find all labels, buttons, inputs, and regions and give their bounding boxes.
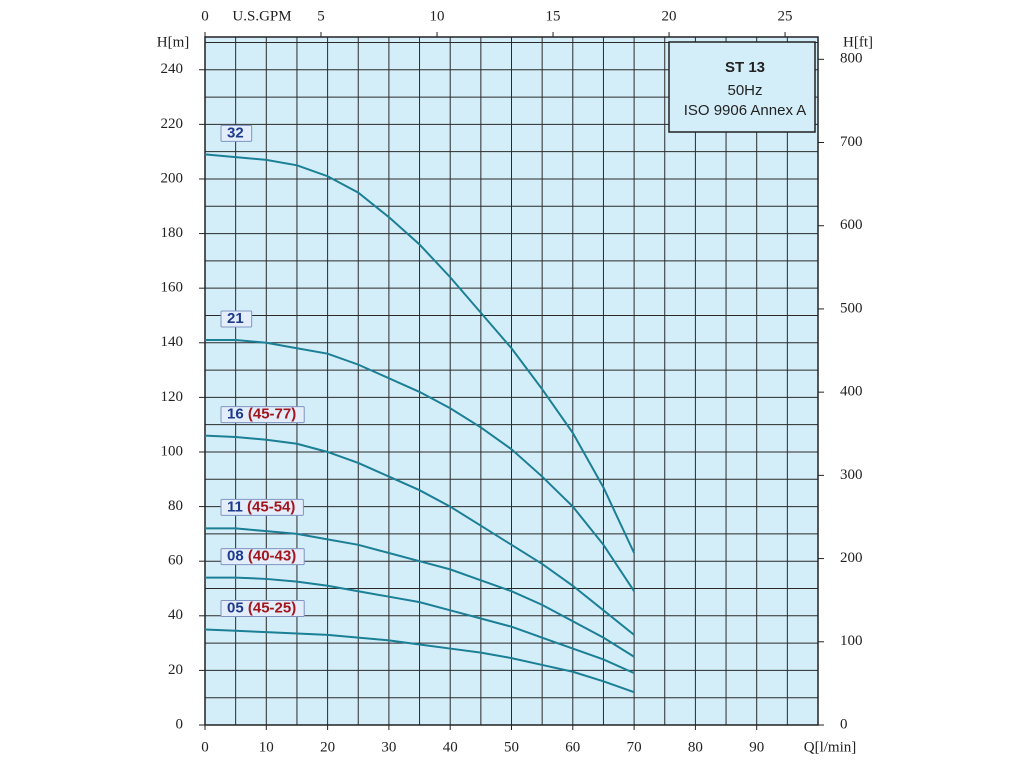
label-box bbox=[220, 406, 305, 424]
y-tick-label: 200 bbox=[161, 170, 184, 186]
curve bbox=[204, 628, 635, 694]
y2-tick-label: 100 bbox=[840, 633, 863, 649]
series-range: (40-43) bbox=[248, 548, 296, 565]
curve bbox=[204, 153, 636, 554]
label-text: 05 (45-25) bbox=[227, 599, 296, 616]
y2-tick-label: 500 bbox=[840, 300, 863, 316]
x2-tick-label: 15 bbox=[546, 8, 561, 24]
y-tick-label: 60 bbox=[168, 553, 183, 569]
y-tick-label: 160 bbox=[161, 280, 184, 296]
series-name: 16 bbox=[227, 406, 244, 423]
series-range: (45-54) bbox=[247, 498, 295, 515]
y2-tick-label: 600 bbox=[840, 217, 863, 233]
label-box bbox=[220, 599, 305, 617]
curve-label: 16 (45-77) bbox=[220, 406, 305, 424]
y-tick-label: 140 bbox=[161, 334, 184, 350]
curve-label: 21 bbox=[220, 310, 253, 328]
y2-tick-label: 800 bbox=[840, 51, 863, 67]
x-tick-label: 0 bbox=[201, 739, 209, 755]
y2-tick-label: 200 bbox=[840, 550, 863, 566]
y-tick-label: 120 bbox=[161, 389, 184, 405]
label-box bbox=[220, 124, 253, 142]
curve-label: 08 (40-43) bbox=[220, 548, 305, 566]
curve-label: 32 bbox=[220, 124, 253, 142]
x2-tick-label: 0 bbox=[201, 8, 209, 24]
y-tick-label: 20 bbox=[168, 662, 183, 678]
y-axis-label: H[m] bbox=[157, 34, 190, 50]
label-text: 16 (45-77) bbox=[227, 406, 296, 423]
x-tick-label: 40 bbox=[443, 739, 458, 755]
x-tick-label: 30 bbox=[381, 739, 396, 755]
series-name: 21 bbox=[227, 310, 244, 327]
subtitle: 50Hz bbox=[727, 82, 762, 99]
title-box: ST 13 50Hz ISO 9906 Annex A bbox=[668, 41, 816, 133]
x2-axis-label: U.S.GPM bbox=[232, 8, 291, 24]
y2-tick-label: 0 bbox=[840, 716, 848, 732]
y2-tick-label: 300 bbox=[840, 467, 863, 483]
x-axis-label: Q[l/min] bbox=[804, 739, 857, 755]
label-box bbox=[220, 498, 304, 516]
series-name: 08 bbox=[227, 548, 244, 565]
y-tick-label: 240 bbox=[161, 61, 184, 77]
x-tick-label: 60 bbox=[565, 739, 580, 755]
curve bbox=[205, 576, 635, 675]
curve bbox=[205, 339, 635, 592]
y-tick-label: 40 bbox=[168, 607, 183, 623]
label-text: 11 (45-54) bbox=[227, 498, 295, 515]
curve-label: 11 (45-54) bbox=[220, 498, 304, 516]
x-tick-label: 80 bbox=[688, 739, 703, 755]
y2-tick-label: 400 bbox=[840, 384, 863, 400]
curve bbox=[205, 527, 635, 658]
y-tick-label: 180 bbox=[161, 225, 184, 241]
x2-tick-label: 5 bbox=[317, 8, 325, 24]
title-frame bbox=[668, 41, 816, 133]
label-text: 21 bbox=[227, 310, 244, 327]
series-name: 11 bbox=[227, 498, 243, 515]
x2-tick-label: 25 bbox=[778, 8, 793, 24]
y2-axis-label: H[ft] bbox=[843, 34, 873, 50]
x-tick-label: 50 bbox=[504, 739, 519, 755]
x2-tick-label: 10 bbox=[430, 8, 445, 24]
series-name: 05 bbox=[227, 599, 244, 616]
series-range: (45-77) bbox=[248, 406, 296, 423]
y-tick-label: 0 bbox=[176, 716, 184, 732]
x-tick-label: 90 bbox=[749, 739, 764, 755]
series-name: 32 bbox=[227, 124, 244, 141]
series-range: (45-25) bbox=[248, 599, 296, 616]
x-tick-label: 20 bbox=[320, 739, 335, 755]
y-tick-label: 80 bbox=[168, 498, 183, 514]
curve bbox=[204, 434, 635, 636]
x-tick-label: 70 bbox=[627, 739, 642, 755]
y-tick-label: 100 bbox=[161, 443, 184, 459]
y-tick-label: 220 bbox=[161, 116, 184, 132]
x2-tick-label: 20 bbox=[662, 8, 677, 24]
y2-tick-label: 700 bbox=[840, 134, 863, 150]
label-text: 32 bbox=[227, 124, 244, 141]
title: ST 13 bbox=[725, 59, 765, 76]
label-box bbox=[220, 310, 253, 328]
standard: ISO 9906 Annex A bbox=[684, 102, 807, 119]
label-text: 08 (40-43) bbox=[227, 548, 296, 565]
x-tick-label: 10 bbox=[259, 739, 274, 755]
curve-label: 05 (45-25) bbox=[220, 599, 305, 617]
label-box bbox=[220, 548, 305, 566]
